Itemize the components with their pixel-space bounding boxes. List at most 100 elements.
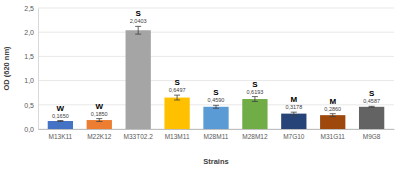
y-axis-title: OD (620 nm) <box>2 46 11 91</box>
error-bar <box>252 97 258 102</box>
bar <box>87 120 112 129</box>
y-tick: 1,5 <box>24 53 38 60</box>
error-cap <box>96 121 102 122</box>
error-cap <box>96 118 102 119</box>
chart: 0,00,51,01,52,02,5M13K11M22K12M33T02.2M1… <box>0 0 400 169</box>
error-cap <box>213 105 219 106</box>
x-tick: M31G11 <box>320 133 345 140</box>
error-bar <box>96 119 102 122</box>
grid-line <box>38 32 394 33</box>
tick-label: M31G11 <box>320 133 345 140</box>
annotation: M <box>290 95 297 104</box>
error-stem <box>99 119 100 122</box>
data-label: 0,3178 <box>285 104 302 110</box>
tick-label: M28M11 <box>204 133 229 140</box>
bar <box>359 107 384 129</box>
x-tick: M28M11 <box>204 133 229 140</box>
data-label: 0,4587 <box>363 98 380 104</box>
x-tick: M28M12 <box>242 133 268 140</box>
plot-area: 0,00,51,01,52,02,5M13K11M22K12M33T02.2M1… <box>24 5 394 140</box>
error-cap <box>174 99 180 100</box>
error-cap <box>291 115 297 116</box>
tick-label: 0,5 <box>24 102 34 109</box>
data-label: 0,2860 <box>324 106 341 112</box>
bar <box>320 115 345 129</box>
error-bar <box>135 26 141 34</box>
tick-label: 1,5 <box>24 53 34 60</box>
x-axis-title: Strains <box>203 157 228 166</box>
error-cap <box>174 95 180 96</box>
error-cap <box>369 106 375 107</box>
y-tick: 0,0 <box>24 126 38 133</box>
error-cap <box>213 108 219 109</box>
annotation: S <box>369 89 375 98</box>
bar <box>48 121 73 129</box>
x-axis: M13K11 M22K12 M33T02.2 M13M11 M28M11 M28M12 M7… <box>39 130 395 140</box>
grid-line <box>38 56 394 57</box>
annotation: S <box>136 9 142 18</box>
bar <box>203 107 228 129</box>
tick-label: M7G10 <box>283 133 305 140</box>
annotation: S <box>213 88 219 97</box>
error-cap <box>252 96 258 97</box>
axis-line <box>39 129 395 130</box>
annotation: W <box>95 102 103 111</box>
error-bar <box>213 105 219 108</box>
data-label: 0,4590 <box>208 97 225 103</box>
error-bar <box>174 95 180 100</box>
tick-label: 1,0 <box>24 77 34 84</box>
error-bar <box>369 106 375 108</box>
annotation: S <box>174 78 180 87</box>
annotation: W <box>57 104 65 113</box>
error-cap <box>330 116 336 117</box>
bars <box>48 26 385 129</box>
annotation: S <box>252 80 258 89</box>
tick-label: 2,0 <box>24 29 34 36</box>
annotation: M <box>329 97 336 106</box>
bar <box>281 114 306 129</box>
error-stem <box>254 97 255 102</box>
tick-label: M33T02.2 <box>124 133 154 140</box>
y-tick: 2,5 <box>24 5 38 12</box>
grid-line <box>38 8 394 9</box>
data-label: 0,1650 <box>52 113 69 119</box>
grid <box>38 8 394 129</box>
data-label: 2,0403 <box>130 18 147 24</box>
y-tick: 2,0 <box>24 29 38 36</box>
error-stem <box>332 114 333 117</box>
bar <box>164 98 189 129</box>
error-bar <box>330 114 336 117</box>
data-label: 0,6193 <box>246 89 263 95</box>
tick-label: M13K11 <box>49 133 73 140</box>
tick-label: 0,0 <box>24 126 34 133</box>
error-cap <box>57 120 63 121</box>
error-cap <box>57 121 63 122</box>
x-tick: M13K11 <box>49 133 73 140</box>
data-labels: 0,1650W0,1850W2,0403S0,6497S0,4590S0,619… <box>52 9 380 118</box>
error-bar <box>57 120 63 122</box>
bar <box>242 99 267 129</box>
grid-line <box>38 80 394 81</box>
x-tick: M33T02.2 <box>124 133 154 140</box>
error-bar <box>291 112 297 115</box>
tick-label: 2,5 <box>24 5 34 12</box>
x-tick: M13M11 <box>165 133 190 140</box>
tick-label: M9G8 <box>363 133 381 140</box>
error-stem <box>293 112 294 115</box>
error-cap <box>330 113 336 114</box>
y-tick: 0,5 <box>24 102 38 109</box>
data-label: 0,6497 <box>169 87 186 93</box>
error-stem <box>177 95 178 100</box>
error-cap <box>135 34 141 35</box>
x-tick: M9G8 <box>363 133 381 140</box>
x-tick: M7G10 <box>283 133 305 140</box>
error-cap <box>291 112 297 113</box>
tick-label: M28M12 <box>242 133 268 140</box>
tick-label: M13M11 <box>165 133 190 140</box>
error-stem <box>138 26 139 34</box>
tick-label: M22K12 <box>87 133 112 140</box>
error-stem <box>216 105 217 108</box>
error-cap <box>252 101 258 102</box>
y-axis: 0,0 0,5 1,0 1,5 2,0 2,5 <box>24 5 38 133</box>
x-tick: M22K12 <box>87 133 112 140</box>
